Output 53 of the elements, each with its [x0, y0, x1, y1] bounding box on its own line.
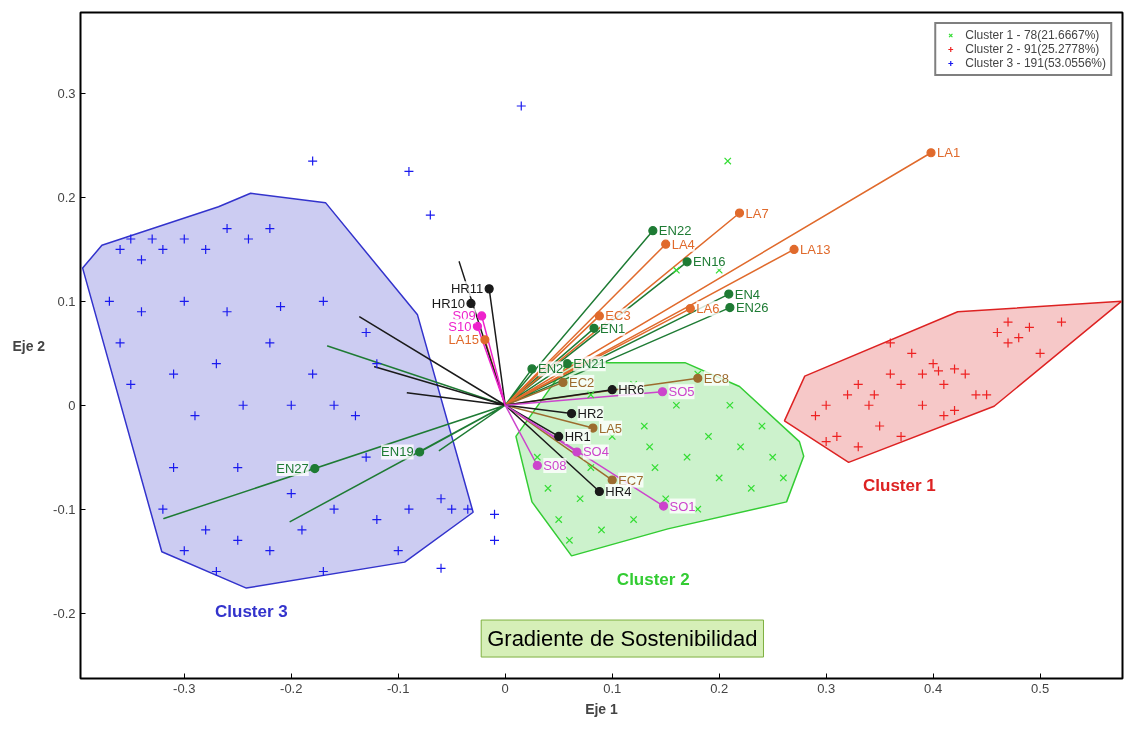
- data-label: S08: [543, 458, 567, 473]
- data-label: HR10: [431, 295, 465, 311]
- data-label: EN1: [600, 320, 626, 336]
- x-axis-title: Eje 1: [585, 700, 619, 717]
- data-label: LA5: [598, 420, 623, 436]
- x-tick-label: -0.3: [173, 680, 196, 696]
- data-label: EN21: [573, 356, 606, 372]
- x-tick-label: 0.1: [603, 680, 622, 696]
- x-tick-label: 0.5: [1031, 680, 1050, 696]
- data-label: EC7: [618, 472, 644, 488]
- x-tick-label: 0.3: [817, 680, 836, 696]
- data-label: SO1: [669, 498, 696, 514]
- data-label: EN19: [381, 444, 414, 460]
- series-label: Cluster 3: [215, 602, 288, 622]
- y-tick-label: -0.2: [53, 605, 76, 621]
- data-label: LA7: [745, 205, 769, 221]
- data-label: HR1: [564, 428, 591, 444]
- y-axis-title: Eje 2: [12, 337, 46, 354]
- data-label: EN26: [735, 300, 769, 316]
- data-label: HR2: [577, 406, 604, 422]
- x-tick-label: -0.2: [280, 680, 303, 696]
- data-label: EN16: [693, 254, 726, 270]
- series-label: Cluster 2: [616, 569, 690, 589]
- x-tick-label: 0.2: [710, 680, 729, 696]
- legend-label: Cluster 2 - 91(25.2778%): [965, 42, 1100, 56]
- data-label: LA13: [800, 241, 831, 257]
- y-tick-label: -0.1: [53, 501, 76, 517]
- data-label: HR6: [618, 382, 645, 398]
- data-label: EN2: [537, 361, 564, 377]
- y-tick-label: 0.3: [57, 86, 76, 102]
- data-label: HR11: [450, 281, 484, 297]
- data-label: SO4: [582, 444, 609, 460]
- data-label: EC8: [703, 370, 730, 386]
- annotation: Gradiente de Sostenibilidad: [487, 626, 758, 652]
- series-label: Cluster 1: [862, 476, 936, 496]
- x-tick-label: 0: [501, 680, 509, 696]
- y-tick-label: 0: [68, 397, 76, 413]
- x-tick-label: -0.1: [387, 680, 410, 696]
- data-label: LA6: [696, 301, 720, 317]
- data-label: EN22: [658, 223, 692, 239]
- data-label: LA1: [937, 145, 961, 161]
- legend-label: Cluster 3 - 191(53.0556%): [965, 56, 1106, 70]
- data-label: EC3: [605, 308, 631, 324]
- legend-label: Cluster 1 - 78(21.6667%): [965, 28, 1100, 42]
- data-label: SO5: [668, 384, 695, 400]
- x-tick-label: 0.4: [924, 680, 943, 696]
- data-label: EN27: [276, 461, 309, 477]
- y-tick-label: 0.1: [57, 293, 76, 309]
- data-label: LA15: [448, 332, 479, 348]
- data-label: LA4: [671, 236, 695, 252]
- y-tick-label: 0.2: [57, 189, 76, 205]
- data-label: EN4: [734, 286, 761, 302]
- data-label: EC2: [568, 374, 595, 390]
